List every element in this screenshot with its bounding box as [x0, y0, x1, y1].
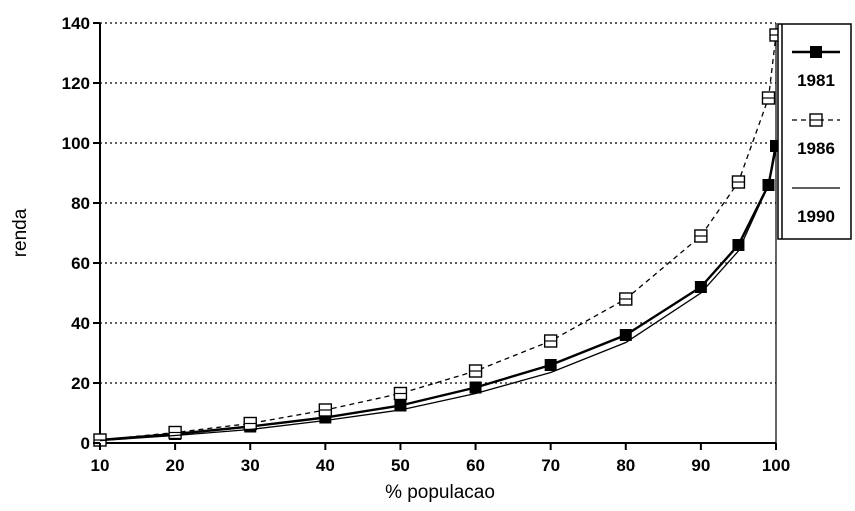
- x-tick-label-8: 90: [691, 456, 710, 475]
- series-line-1986: [99, 34, 777, 441]
- point-1981-60: [469, 381, 482, 394]
- plot-frame: [99, 23, 777, 444]
- x-tick-label-3: 40: [316, 456, 335, 475]
- point-1986-60: [468, 364, 483, 378]
- legend-key-marker-1981: [810, 46, 822, 58]
- x-tick-label-1: 20: [166, 456, 185, 475]
- series-line-1981: [99, 145, 778, 442]
- y-tick-label-1: 20: [71, 374, 90, 393]
- point-1986-99: [761, 91, 776, 105]
- legend-box: [777, 23, 852, 240]
- point-1981-95: [732, 239, 745, 251]
- y-axis-title: renda: [10, 208, 31, 257]
- legend-key-marker-1986: [809, 113, 823, 127]
- legend-label-1981: 1981: [797, 71, 835, 90]
- point-1986-20: [168, 425, 182, 440]
- point-1981-80: [619, 329, 632, 341]
- point-1981-70: [544, 359, 557, 371]
- y-tick-label-2: 40: [71, 314, 90, 333]
- y-tick-label-7: 140: [62, 14, 90, 33]
- x-tick-label-9: 100: [762, 456, 790, 475]
- series-line-1990: [99, 139, 777, 442]
- point-1981-50: [394, 399, 407, 412]
- x-tick-label-0: 10: [91, 456, 110, 475]
- legend-label-1986: 1986: [797, 139, 835, 158]
- x-tick-label-5: 60: [466, 456, 485, 475]
- x-tick-label-7: 80: [616, 456, 635, 475]
- point-1986-70: [543, 334, 558, 348]
- x-tick-label-6: 70: [541, 456, 560, 475]
- series-1990: [99, 139, 777, 442]
- point-1986-90: [694, 229, 708, 243]
- point-1986-30: [243, 416, 257, 431]
- tick-labels: 0 20 40 60 80 100 120 140 10 20 30 40 50 60 70 80 90 100: [62, 14, 791, 475]
- y-tick-label-0: 0: [81, 434, 90, 453]
- point-1981-90: [694, 281, 707, 293]
- point-1986-95: [731, 175, 746, 189]
- legend: 1981 1986 1990: [777, 23, 852, 240]
- x-tick-label-2: 30: [241, 456, 260, 475]
- legend-label-1990: 1990: [797, 207, 835, 226]
- x-axis-title: % populacao: [385, 482, 495, 503]
- y-tick-label-4: 80: [71, 194, 90, 213]
- x-tick-label-4: 50: [391, 456, 410, 475]
- y-tick-label-3: 60: [71, 254, 90, 273]
- point-1986-40: [318, 403, 333, 417]
- y-tick-label-6: 120: [62, 74, 90, 93]
- point-1986-50: [393, 386, 408, 401]
- point-1986-80: [619, 292, 633, 306]
- y-tick-label-5: 100: [62, 134, 90, 153]
